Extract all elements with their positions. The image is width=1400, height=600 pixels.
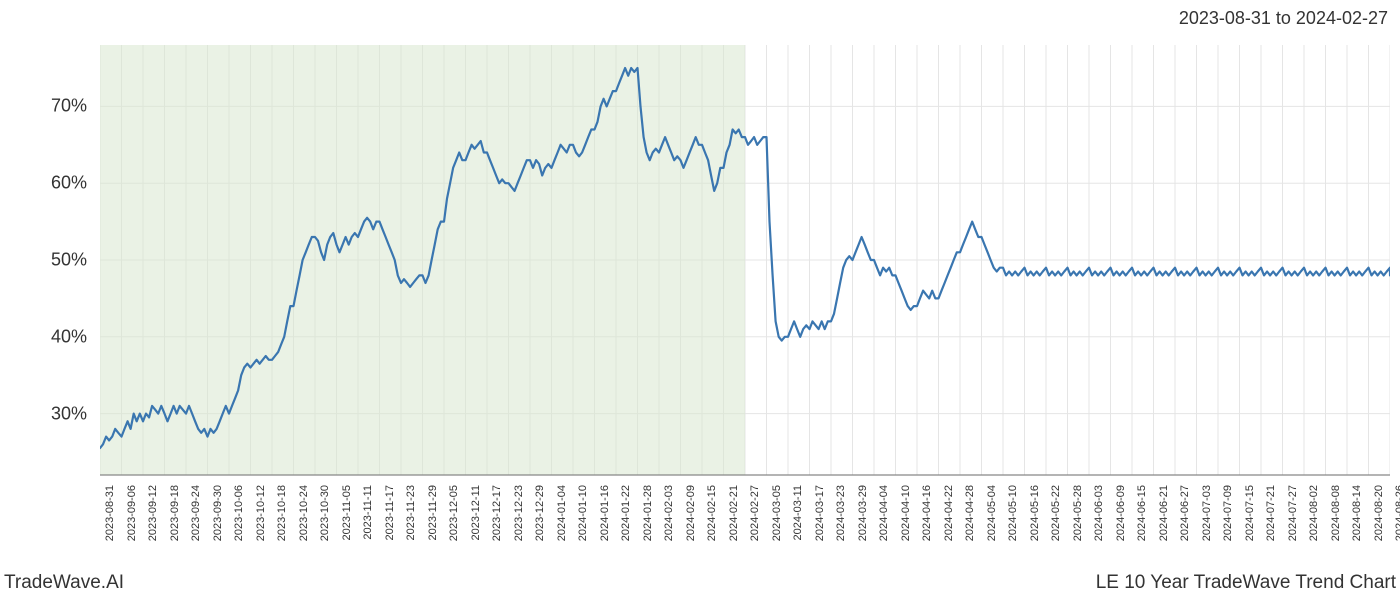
x-tick-label: 2023-09-30 — [212, 485, 224, 541]
x-tick-label: 2024-01-16 — [599, 485, 611, 541]
x-tick-label: 2024-03-17 — [814, 485, 826, 541]
x-tick-label: 2024-08-02 — [1308, 485, 1320, 541]
y-tick-label: 30% — [51, 403, 87, 424]
x-tick-label: 2023-11-11 — [362, 485, 374, 540]
x-tick-label: 2024-05-28 — [1072, 485, 1084, 541]
x-tick-label: 2024-02-15 — [706, 485, 718, 541]
x-tick-label: 2024-02-27 — [749, 485, 761, 541]
x-tick-label: 2023-12-05 — [448, 485, 460, 541]
x-tick-label: 2023-09-12 — [147, 485, 159, 541]
x-tick-label: 2024-04-28 — [964, 485, 976, 541]
x-tick-label: 2024-06-09 — [1115, 485, 1127, 541]
x-tick-label: 2023-11-17 — [384, 485, 396, 540]
x-tick-label: 2024-07-09 — [1222, 485, 1234, 541]
x-tick-label: 2024-07-21 — [1265, 485, 1277, 541]
y-tick-label: 40% — [51, 326, 87, 347]
y-tick-label: 70% — [51, 96, 87, 117]
chart-svg — [100, 40, 1390, 480]
chart-plot-area — [100, 40, 1390, 480]
x-tick-label: 2024-05-04 — [986, 485, 998, 541]
x-tick-label: 2024-01-28 — [642, 485, 654, 541]
x-tick-label: 2023-08-31 — [104, 485, 116, 541]
x-axis: 2023-08-31 2023-09-06 2023-09-12 2023-09-18… — [100, 485, 1390, 575]
x-tick-label: 2023-11-29 — [427, 485, 439, 540]
y-tick-label: 60% — [51, 173, 87, 194]
x-tick-label: 2023-12-23 — [513, 485, 525, 541]
x-tick-label: 2024-02-21 — [728, 485, 740, 541]
date-range-label: 2023-08-31 to 2024-02-27 — [1179, 8, 1388, 29]
x-tick-label: 2023-12-17 — [491, 485, 503, 541]
x-tick-label: 2024-05-10 — [1007, 485, 1019, 541]
x-tick-label: 2024-02-03 — [663, 485, 675, 541]
x-tick-label: 2024-01-10 — [577, 485, 589, 541]
x-tick-label: 2024-04-22 — [943, 485, 955, 541]
chart-title: LE 10 Year TradeWave Trend Chart — [1096, 572, 1396, 594]
x-tick-label: 2023-10-30 — [319, 485, 331, 541]
x-tick-label: 2023-09-06 — [126, 485, 138, 541]
y-axis: 30% 40% 50% 60% 70% — [0, 40, 95, 480]
x-tick-label: 2023-10-06 — [233, 485, 245, 541]
x-tick-label: 2024-07-03 — [1201, 485, 1213, 541]
x-tick-label: 2024-06-03 — [1093, 485, 1105, 541]
x-tick-label: 2024-04-04 — [878, 485, 890, 541]
x-tick-label: 2024-03-11 — [792, 485, 804, 540]
x-tick-label: 2024-08-20 — [1373, 485, 1385, 541]
x-tick-label: 2024-08-14 — [1351, 485, 1363, 541]
brand-label: TradeWave.AI — [4, 572, 124, 594]
x-tick-label: 2024-04-16 — [921, 485, 933, 541]
x-tick-label: 2023-11-05 — [341, 485, 353, 540]
x-tick-label: 2024-07-27 — [1287, 485, 1299, 541]
x-tick-label: 2024-06-27 — [1179, 485, 1191, 541]
x-tick-label: 2024-03-23 — [835, 485, 847, 541]
x-tick-label: 2023-12-11 — [470, 485, 482, 540]
y-tick-label: 50% — [51, 250, 87, 271]
x-tick-label: 2023-11-23 — [405, 485, 417, 540]
x-tick-label: 2023-10-12 — [255, 485, 267, 541]
x-tick-label: 2024-06-15 — [1136, 485, 1148, 541]
x-tick-label: 2024-03-29 — [857, 485, 869, 541]
x-tick-label: 2024-04-10 — [900, 485, 912, 541]
x-tick-label: 2024-08-26 — [1394, 485, 1400, 541]
x-tick-label: 2023-12-29 — [534, 485, 546, 541]
x-tick-label: 2024-05-16 — [1029, 485, 1041, 541]
x-tick-label: 2024-07-15 — [1244, 485, 1256, 541]
x-tick-label: 2024-02-09 — [685, 485, 697, 541]
x-tick-label: 2024-03-05 — [771, 485, 783, 541]
x-tick-label: 2023-09-18 — [169, 485, 181, 541]
x-tick-label: 2024-05-22 — [1050, 485, 1062, 541]
x-tick-label: 2023-10-18 — [276, 485, 288, 541]
x-tick-label: 2024-06-21 — [1158, 485, 1170, 541]
x-tick-label: 2024-01-22 — [620, 485, 632, 541]
x-tick-label: 2024-08-08 — [1330, 485, 1342, 541]
x-tick-label: 2023-10-24 — [298, 485, 310, 541]
x-tick-label: 2023-09-24 — [190, 485, 202, 541]
x-tick-label: 2024-01-04 — [556, 485, 568, 541]
